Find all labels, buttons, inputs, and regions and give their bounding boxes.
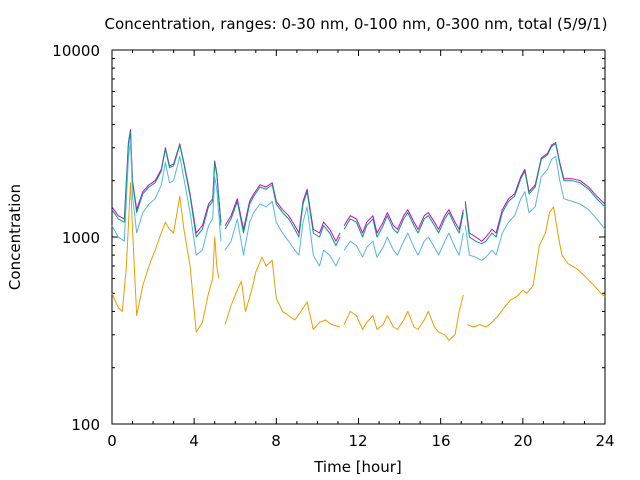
data-series <box>111 129 606 341</box>
series-2-line-segment-3 <box>464 155 606 261</box>
series-1-line-segment-1 <box>224 184 341 247</box>
series-3-line-segment-1 <box>224 256 341 330</box>
series-2-line-segment-1 <box>224 200 341 267</box>
series-0-line-segment-1 <box>224 182 341 242</box>
series-1-line-segment-3 <box>464 143 606 245</box>
x-tick-label-20: 20 <box>513 432 532 450</box>
chart-title: Concentration, ranges: 0-30 nm, 0-100 nm… <box>105 15 608 33</box>
series-1-line-segment-0 <box>111 131 222 238</box>
plot-frame <box>111 49 606 425</box>
x-tick-label-0: 0 <box>107 432 117 450</box>
series-3-line-segment-2 <box>343 294 464 341</box>
series-3-line-segment-3 <box>467 206 606 328</box>
series-1-line-segment-2 <box>343 212 464 238</box>
series-0-line-segment-3 <box>464 142 606 242</box>
x-tick-label-8: 8 <box>271 432 281 450</box>
x-tick-label-24: 24 <box>595 432 614 450</box>
axis-ticks <box>111 49 606 425</box>
series-2-line-segment-2 <box>343 232 464 258</box>
x-tick-label-16: 16 <box>431 432 450 450</box>
y-axis-label: Concentration <box>6 184 24 290</box>
x-axis-label: Time [hour] <box>313 458 402 476</box>
y-tick-label-100: 100 <box>71 416 100 434</box>
y-tick-label-1000: 1000 <box>62 229 100 247</box>
y-tick-label-10000: 10000 <box>52 42 100 60</box>
series-0-line-segment-2 <box>343 209 464 234</box>
x-tick-label-4: 4 <box>189 432 199 450</box>
x-tick-label-12: 12 <box>348 432 367 450</box>
series-3-line-segment-0 <box>111 182 220 333</box>
series-2-line-segment-0 <box>111 139 222 256</box>
